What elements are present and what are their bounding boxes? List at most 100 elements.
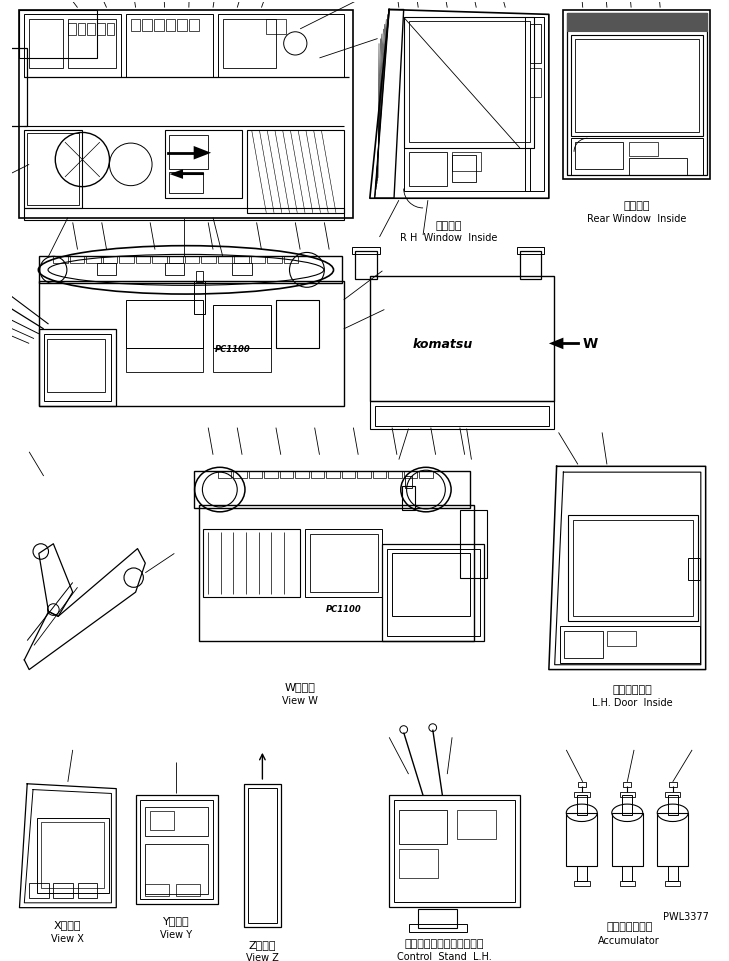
Bar (310, 534, 378, 593)
Bar (352, 247, 380, 255)
Bar (177, 20, 187, 32)
Text: W: W (583, 337, 598, 351)
Bar (327, 472, 340, 479)
Bar (623, 782, 631, 787)
Bar (141, 801, 213, 899)
Bar (103, 257, 117, 264)
Bar (248, 788, 277, 924)
Polygon shape (169, 170, 183, 180)
Bar (136, 257, 150, 264)
Bar (568, 515, 698, 622)
Bar (280, 472, 293, 479)
Bar (389, 796, 520, 907)
Text: R H  Window  Inside: R H Window Inside (400, 233, 498, 243)
Bar (136, 796, 218, 904)
Bar (126, 15, 213, 78)
Bar (185, 257, 200, 264)
Bar (419, 472, 433, 479)
Bar (53, 883, 73, 898)
Bar (418, 909, 457, 928)
Bar (392, 554, 469, 617)
Bar (266, 20, 286, 35)
Text: PC1100: PC1100 (214, 344, 250, 354)
Bar (452, 153, 481, 172)
Bar (53, 257, 68, 264)
Bar (574, 880, 590, 886)
Bar (126, 301, 203, 349)
Bar (218, 472, 231, 479)
Bar (370, 277, 554, 402)
Bar (218, 257, 233, 264)
Bar (408, 924, 467, 932)
Bar (561, 627, 700, 663)
Bar (154, 20, 164, 32)
Bar (189, 20, 198, 32)
Bar (305, 530, 383, 598)
Text: コントロールスタンド　左: コントロールスタンド 左 (405, 938, 484, 948)
Bar (126, 349, 203, 373)
Text: komatsu: komatsu (413, 337, 472, 351)
Bar (575, 143, 623, 170)
Bar (145, 844, 208, 894)
Bar (404, 472, 417, 479)
Bar (629, 143, 658, 157)
Bar (529, 25, 541, 63)
Bar (573, 520, 693, 617)
Bar (150, 811, 174, 830)
Bar (577, 796, 587, 815)
Bar (68, 20, 116, 68)
Bar (165, 20, 175, 32)
Bar (668, 866, 677, 880)
Text: アキュムレータ: アキュムレータ (606, 922, 652, 931)
Bar (357, 472, 371, 479)
Polygon shape (194, 147, 211, 160)
Bar (152, 257, 167, 264)
Polygon shape (549, 338, 564, 350)
Bar (373, 472, 386, 479)
Text: PC1100: PC1100 (326, 604, 362, 613)
Bar (399, 810, 448, 844)
Bar (0, 49, 27, 127)
Bar (623, 866, 632, 880)
Bar (29, 20, 63, 68)
Bar (70, 257, 85, 264)
Bar (20, 11, 97, 59)
Bar (669, 782, 677, 787)
Bar (665, 880, 680, 886)
Bar (27, 135, 79, 206)
Bar (383, 544, 484, 641)
Bar (86, 257, 101, 264)
Bar (168, 257, 183, 264)
Bar (460, 510, 487, 578)
Bar (145, 807, 208, 836)
Bar (402, 486, 416, 510)
Bar (295, 472, 309, 479)
Bar (529, 68, 541, 97)
Bar (408, 22, 529, 143)
Bar (517, 247, 544, 255)
Bar (457, 810, 496, 839)
Bar (688, 558, 700, 580)
Bar (404, 149, 529, 192)
Bar (665, 792, 680, 798)
Text: Accumulator: Accumulator (599, 935, 660, 945)
Bar (119, 257, 133, 264)
Bar (213, 306, 271, 349)
Bar (342, 472, 355, 479)
Bar (567, 14, 706, 176)
Bar (387, 549, 480, 636)
Text: Y　　視: Y 視 (163, 916, 190, 925)
Bar (198, 505, 475, 641)
Text: Control  Stand  L.H.: Control Stand L.H. (397, 951, 492, 961)
Bar (525, 18, 544, 191)
Text: W　　視: W 視 (285, 681, 316, 692)
Bar (20, 11, 354, 218)
Bar (87, 24, 95, 36)
Bar (24, 132, 82, 209)
Bar (165, 132, 242, 199)
Bar (39, 330, 116, 407)
Bar (268, 257, 281, 264)
Bar (77, 24, 85, 36)
Bar (24, 15, 121, 78)
Bar (389, 472, 402, 479)
